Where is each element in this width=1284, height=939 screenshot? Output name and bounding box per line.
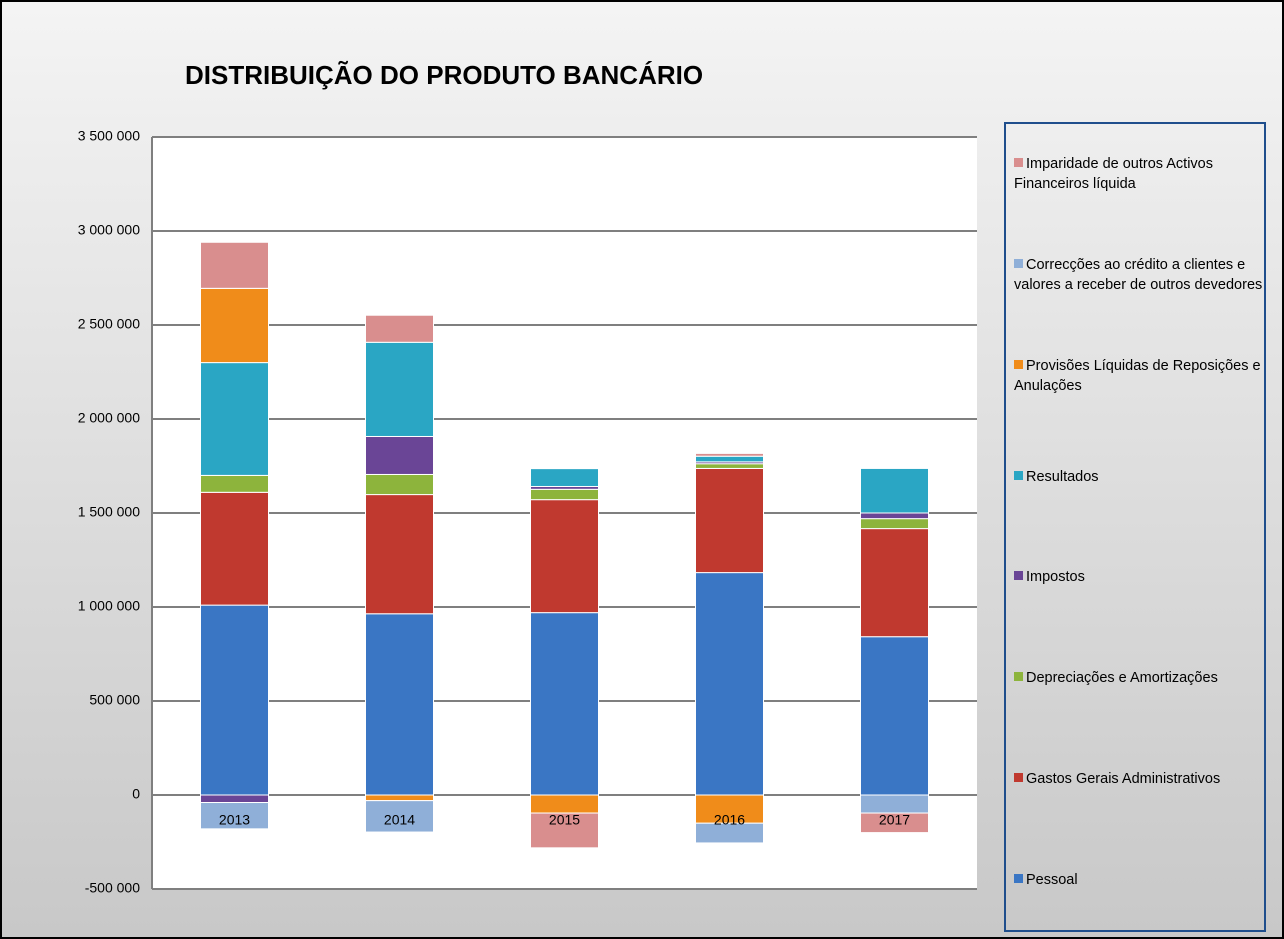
y-tick-label: 1 500 000 (78, 504, 140, 520)
bar-segment (530, 468, 599, 487)
bar-segment (365, 800, 434, 833)
bar-segment (860, 528, 929, 638)
bar-segment (200, 474, 269, 493)
legend-swatch (1014, 873, 1023, 883)
bar-segment (860, 794, 929, 814)
bar-segment (200, 802, 269, 830)
legend-label: Gastos Gerais Administrativos (1026, 770, 1221, 787)
legend-item: Correcções ao crédito a clientes e valor… (1014, 255, 1264, 295)
bar-segment (200, 362, 269, 476)
y-tick-label: 3 000 000 (78, 222, 140, 238)
legend-item: Pessoal (1014, 870, 1264, 890)
bar-segment (200, 491, 269, 606)
legend-item: Impostos (1014, 567, 1264, 587)
bar-segment (200, 287, 269, 364)
x-tick-label: 2015 (549, 812, 580, 828)
bar-segment (365, 341, 434, 437)
y-tick-label: 3 500 000 (78, 128, 140, 144)
y-tick-label: -500 000 (85, 880, 140, 896)
x-tick-label: 2014 (384, 812, 415, 828)
bar-segment (365, 435, 434, 475)
legend: Imparidade de outros Activos Financeiros… (1004, 122, 1266, 932)
legend-swatch (1014, 359, 1023, 369)
x-tick-label: 2017 (879, 812, 910, 828)
legend-item: Resultados (1014, 467, 1264, 487)
bar-segment (365, 473, 434, 496)
bar-segment (365, 314, 434, 343)
bar-segment (695, 467, 764, 574)
chart-title: DISTRIBUIÇÃO DO PRODUTO BANCÁRIO (185, 60, 703, 90)
bar-segment (695, 822, 764, 844)
legend-item: Provisões Líquidas de Reposições e Anula… (1014, 356, 1264, 396)
bar-segment (695, 463, 764, 469)
bar-segment (530, 488, 599, 501)
bar-segment (530, 499, 599, 614)
bar-segment (695, 794, 764, 824)
bar-segment (530, 612, 599, 796)
legend-swatch (1014, 158, 1023, 168)
x-tick-label: 2013 (219, 812, 250, 828)
legend-swatch (1014, 571, 1023, 581)
bar-segment (860, 812, 929, 834)
x-tick-label: 2016 (714, 812, 745, 828)
legend-swatch (1014, 772, 1023, 782)
legend-swatch (1014, 672, 1023, 682)
legend-label: Imparidade de outros Activos Financeiros… (1014, 156, 1213, 193)
y-tick-label: 2 500 000 (78, 316, 140, 332)
legend-label: Provisões Líquidas de Reposições e Anula… (1014, 357, 1261, 394)
bar-segment (860, 518, 929, 530)
bar-segment (365, 794, 434, 802)
legend-label: Pessoal (1026, 871, 1078, 888)
y-tick-label: 0 (132, 786, 140, 802)
legend-swatch (1014, 259, 1023, 269)
bar-segment (200, 241, 269, 289)
bar-segment (695, 452, 764, 457)
legend-swatch (1014, 470, 1023, 480)
bar-segment (200, 794, 269, 804)
bar-segment (365, 494, 434, 615)
bar-segment (860, 636, 929, 796)
bar-segment (530, 812, 599, 849)
legend-item: Gastos Gerais Administrativos (1014, 769, 1264, 789)
bar-segment (860, 467, 929, 514)
legend-label: Impostos (1026, 569, 1085, 586)
legend-label: Depreciações e Amortizações (1026, 670, 1218, 687)
legend-label: Resultados (1026, 468, 1099, 485)
bar-segment (860, 512, 929, 520)
y-tick-label: 2 000 000 (78, 410, 140, 426)
bar-segment (530, 794, 599, 814)
legend-label: Correcções ao crédito a clientes e valor… (1014, 257, 1263, 294)
legend-item: Depreciações e Amortizações (1014, 668, 1264, 688)
y-tick-label: 1 000 000 (78, 598, 140, 614)
bar-segment (695, 572, 764, 796)
bar-segment (200, 604, 269, 796)
bar-segment (365, 613, 434, 796)
y-tick-label: 500 000 (89, 692, 140, 708)
legend-item: Imparidade de outros Activos Financeiros… (1014, 154, 1264, 194)
bar-segment (695, 455, 764, 463)
